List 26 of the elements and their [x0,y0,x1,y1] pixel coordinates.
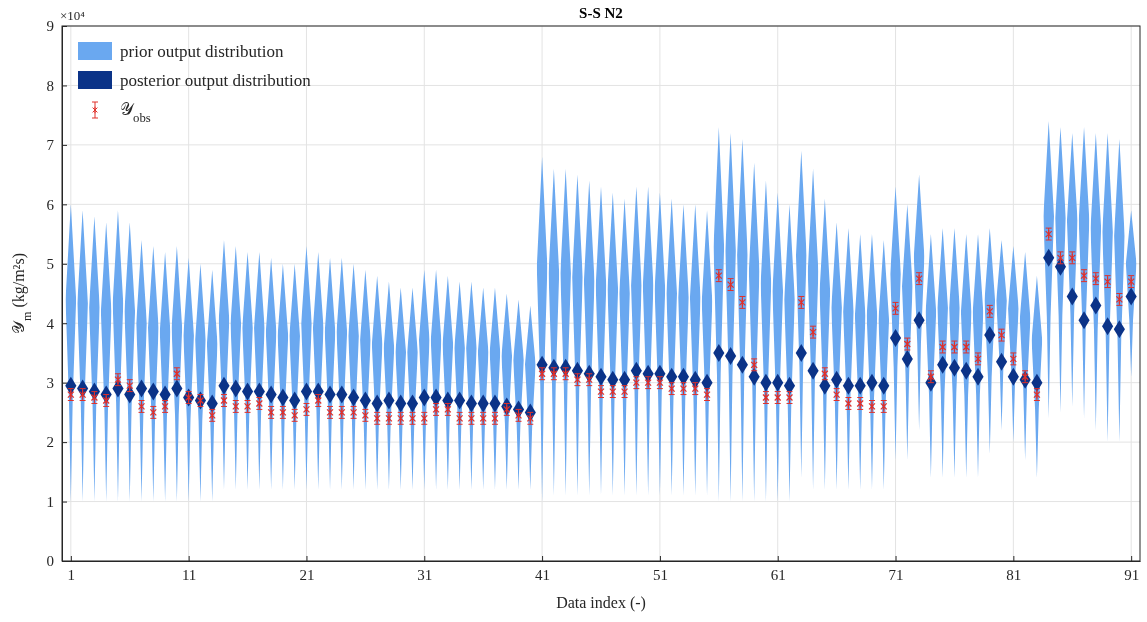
x-tick-label: 41 [535,566,551,583]
y-tick-label: 6 [46,196,55,213]
y-tick-label: 0 [46,553,54,570]
y-tick-label: 7 [46,137,55,154]
legend-label: posterior output distribution [120,71,312,90]
x-tick-label: 61 [770,566,786,583]
text: ×10⁴ [60,8,86,23]
y-tick-label: 5 [46,256,54,273]
x-tick-label: 31 [417,566,433,583]
y-tick-label: 2 [46,434,54,451]
y-tick-label: 4 [46,315,55,332]
chart-title: S-S N2 [579,5,623,21]
x-tick-label: 71 [888,566,904,583]
y-tick-label: 8 [46,77,54,94]
y-tick-label: 9 [46,18,54,35]
x-tick-label: 11 [181,566,197,583]
x-tick-label: 1 [67,566,76,583]
x-tick-label: 21 [299,566,315,583]
y-tick-label: 3 [46,374,54,391]
x-tick-label: 91 [1124,566,1140,583]
x-tick-label: 51 [652,566,668,583]
legend-label: 𝒴$_{obs}$ [120,100,151,125]
x-tick-label: 81 [1006,566,1022,583]
y-tick-label: 1 [46,493,54,510]
legend-label: prior output distribution [120,42,284,61]
x-axis-title: Data index (-) [556,594,646,612]
